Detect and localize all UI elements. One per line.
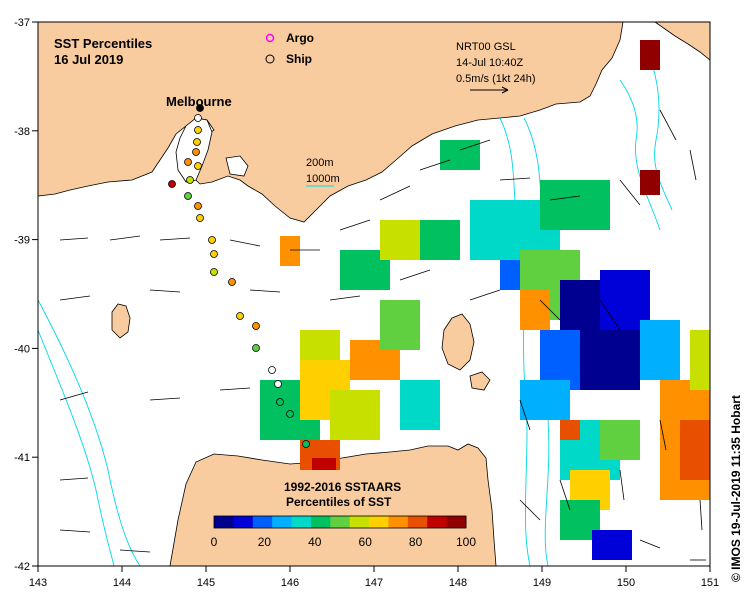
colorbar-swatch	[349, 516, 370, 528]
x-tick-label: 150	[617, 577, 635, 589]
x-axis: 143 144 145 146 147 148 149 150 151	[29, 566, 719, 589]
colorbar-swatch	[252, 516, 273, 528]
contour-200m-label: 200m	[306, 157, 334, 169]
colorbar-title-2: Percentiles of SST	[286, 495, 392, 509]
y-tick-label: -41	[14, 452, 30, 464]
x-tick-label: 149	[533, 577, 551, 589]
credit-text: © IMOS 19-Jul-2019 11:35 Hobart	[729, 395, 743, 582]
ship-symbol	[265, 54, 275, 64]
colorbar-swatch	[388, 516, 409, 528]
x-tick-label: 148	[449, 577, 467, 589]
map-title: SST Percentiles	[54, 36, 152, 51]
current-source: NRT00 GSL	[456, 41, 516, 53]
sst-percentile-pixels	[260, 40, 710, 560]
colorbar-swatch	[427, 516, 448, 528]
x-tick-label: 145	[197, 577, 215, 589]
y-tick-label: -37	[14, 17, 30, 29]
colorbar-title-1: 1992-2016 SSTAARS	[284, 480, 401, 494]
melbourne-label: Melbourne	[166, 94, 232, 109]
colorbar-tick-label: 40	[308, 535, 322, 549]
colorbar-tick-label: 80	[409, 535, 423, 549]
cape-barren-island	[469, 371, 491, 391]
king-island	[111, 303, 131, 339]
colorbar-swatch	[291, 516, 312, 528]
colorbar-tick-label: 0	[211, 535, 218, 549]
map-date: 16 Jul 2019	[54, 52, 123, 67]
argo-symbol	[265, 33, 275, 43]
land-tasmania	[169, 443, 497, 567]
x-tick-label: 151	[701, 577, 719, 589]
y-tick-label: -40	[14, 343, 30, 355]
contour-1000m-label: 1000m	[306, 173, 340, 185]
colorbar-swatches	[213, 515, 467, 529]
flinders-island	[441, 313, 475, 371]
plot-area	[37, 21, 711, 567]
colorbar-border	[213, 515, 467, 529]
colorbar-tick-label: 60	[359, 535, 373, 549]
land-victoria	[37, 21, 624, 223]
colorbar-swatch	[369, 516, 389, 528]
y-tick-label: -42	[14, 561, 30, 573]
colorbar-swatch	[214, 516, 234, 528]
depth-contour-key: 200m 1000m	[306, 157, 340, 187]
y-tick-label: -38	[14, 126, 30, 138]
y-tick-label: -39	[14, 235, 30, 247]
ship-label: Ship	[286, 52, 312, 66]
colorbar-swatch	[407, 516, 428, 528]
x-tick-label: 147	[365, 577, 383, 589]
argo-label: Argo	[286, 31, 314, 45]
point-type-key: Argo Ship	[265, 31, 314, 66]
colorbar-swatch	[330, 516, 351, 528]
colorbar-ticks: 0 20 40 60 80 100	[211, 535, 477, 549]
colorbar-tick-label: 20	[258, 535, 272, 549]
y-axis: -37 -38 -39 -40 -41 -42	[14, 17, 38, 573]
current-time: 14-Jul 10:40Z	[456, 57, 524, 69]
current-vectors	[59, 109, 706, 561]
colorbar-swatch	[446, 516, 467, 528]
x-tick-label: 143	[29, 577, 47, 589]
x-tick-label: 146	[281, 577, 299, 589]
colorbar-swatch	[233, 516, 254, 528]
colorbar: 1992-2016 SSTAARS Percentiles of SST 0 20…	[211, 480, 477, 549]
colorbar-tick-label: 100	[456, 535, 476, 549]
western-port	[225, 155, 249, 177]
colorbar-swatch	[310, 516, 331, 528]
current-info: NRT00 GSL 14-Jul 10:40Z 0.5m/s (1kt 24h)	[456, 41, 535, 94]
current-scale: 0.5m/s (1kt 24h)	[456, 73, 535, 85]
x-tick-label: 144	[113, 577, 131, 589]
colorbar-swatch	[272, 516, 293, 528]
ship-observations	[168, 104, 310, 448]
